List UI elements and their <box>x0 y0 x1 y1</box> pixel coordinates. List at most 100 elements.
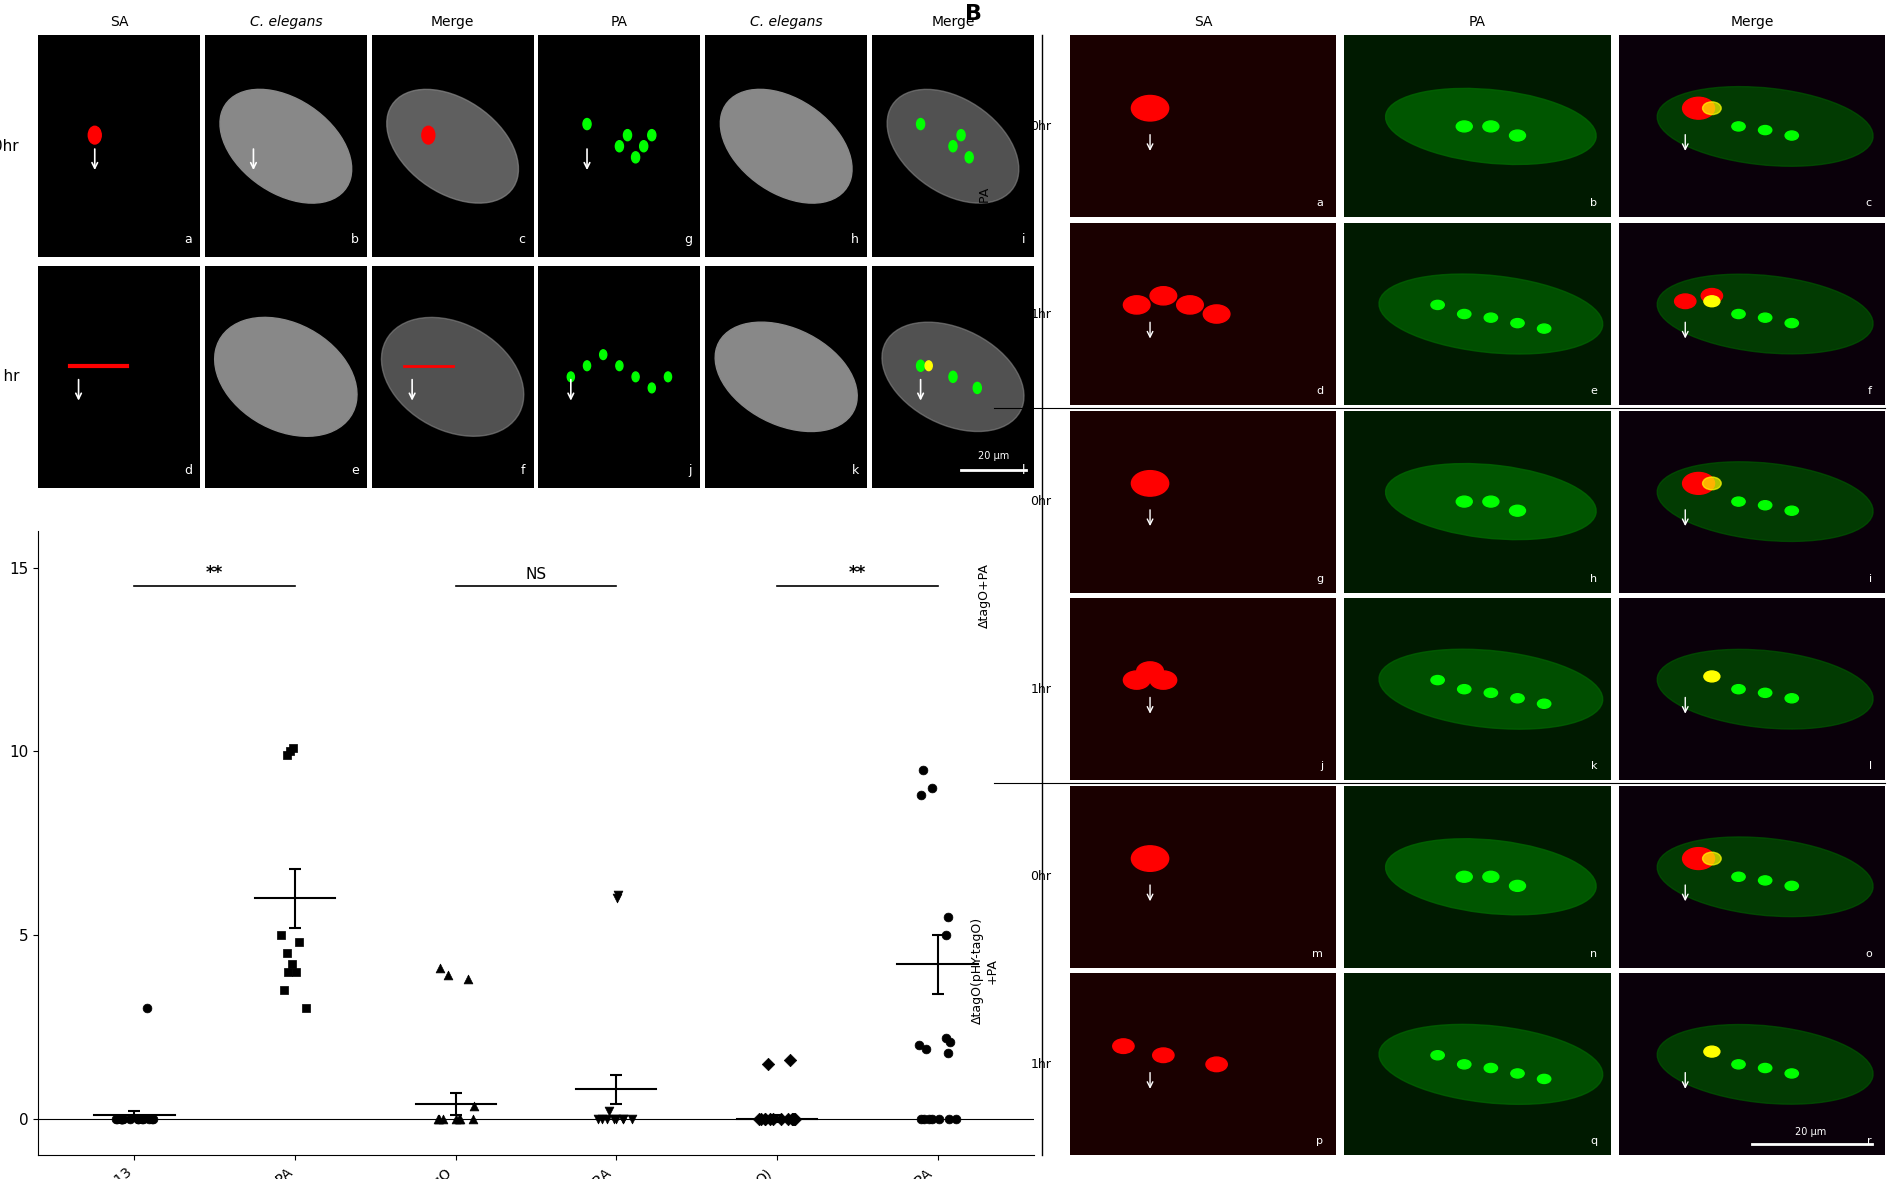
Point <box>137 1109 168 1128</box>
Ellipse shape <box>1656 650 1874 729</box>
Point <box>602 889 632 908</box>
Ellipse shape <box>1386 838 1596 915</box>
Circle shape <box>958 130 965 140</box>
Text: k: k <box>1592 762 1597 771</box>
Point <box>908 1109 939 1128</box>
Point <box>910 1040 941 1059</box>
Ellipse shape <box>1656 86 1874 166</box>
Ellipse shape <box>716 322 857 432</box>
Point <box>107 1109 137 1128</box>
Point <box>272 962 303 981</box>
Circle shape <box>1510 130 1525 141</box>
Point <box>131 999 162 1017</box>
Point <box>777 1109 807 1128</box>
Point <box>114 1109 145 1128</box>
Circle shape <box>1483 871 1498 882</box>
Circle shape <box>1512 318 1525 328</box>
Circle shape <box>1759 1063 1773 1073</box>
Circle shape <box>965 152 973 163</box>
Circle shape <box>1759 314 1773 322</box>
Text: 1 hr: 1 hr <box>0 369 19 384</box>
Point <box>918 1109 948 1128</box>
Circle shape <box>1683 848 1714 869</box>
Ellipse shape <box>1378 1025 1603 1105</box>
Text: SA: SA <box>1194 15 1213 29</box>
Circle shape <box>1123 296 1150 314</box>
Circle shape <box>973 382 981 394</box>
Text: NS: NS <box>526 567 546 582</box>
Point <box>280 962 310 981</box>
Circle shape <box>1432 301 1445 309</box>
Circle shape <box>948 371 958 382</box>
Circle shape <box>600 350 607 360</box>
Text: o: o <box>1864 949 1872 959</box>
Circle shape <box>1537 324 1550 334</box>
Text: SA: SA <box>110 15 128 29</box>
Circle shape <box>1483 121 1498 132</box>
Circle shape <box>1702 477 1721 489</box>
Ellipse shape <box>720 90 853 203</box>
Circle shape <box>1733 1060 1746 1069</box>
Circle shape <box>1702 852 1721 865</box>
Point <box>914 1109 944 1128</box>
Circle shape <box>1786 506 1799 515</box>
Ellipse shape <box>387 90 518 203</box>
Circle shape <box>1131 95 1169 121</box>
Circle shape <box>1704 671 1719 681</box>
Ellipse shape <box>1656 462 1874 541</box>
Text: r: r <box>1868 1137 1872 1146</box>
Circle shape <box>1457 871 1472 882</box>
Circle shape <box>1683 473 1714 494</box>
Text: Merge: Merge <box>430 15 474 29</box>
Ellipse shape <box>882 322 1024 432</box>
Circle shape <box>664 371 672 382</box>
Circle shape <box>1432 676 1445 685</box>
Point <box>291 999 322 1017</box>
Text: PA: PA <box>1470 15 1485 29</box>
Point <box>107 1109 137 1128</box>
Text: f: f <box>1868 386 1872 396</box>
Text: a: a <box>185 233 192 246</box>
Circle shape <box>1510 506 1525 516</box>
Point <box>109 1109 139 1128</box>
Point <box>107 1109 137 1128</box>
Circle shape <box>632 152 640 163</box>
Point <box>268 981 299 1000</box>
Point <box>935 1032 965 1050</box>
Text: 0hr: 0hr <box>1030 495 1051 508</box>
Point <box>902 1036 933 1055</box>
Text: d: d <box>185 463 192 476</box>
Ellipse shape <box>887 90 1019 203</box>
Circle shape <box>632 371 640 382</box>
Circle shape <box>615 140 623 152</box>
Circle shape <box>1510 881 1525 891</box>
Text: i: i <box>1022 233 1026 246</box>
Text: g: g <box>684 233 693 246</box>
Circle shape <box>1131 470 1169 496</box>
Text: g: g <box>1316 573 1323 584</box>
Circle shape <box>623 130 632 140</box>
Text: 1hr: 1hr <box>1030 1058 1051 1071</box>
Ellipse shape <box>1656 275 1874 354</box>
Point <box>267 926 297 944</box>
Ellipse shape <box>1378 274 1603 354</box>
Circle shape <box>1786 693 1799 703</box>
Text: 0hr: 0hr <box>1030 120 1051 133</box>
Ellipse shape <box>1386 463 1596 540</box>
Circle shape <box>88 126 101 144</box>
Point <box>107 1109 137 1128</box>
Circle shape <box>1483 496 1498 507</box>
Point <box>773 1109 803 1128</box>
Point <box>923 1109 954 1128</box>
Circle shape <box>1512 693 1525 703</box>
Point <box>442 1109 472 1128</box>
Point <box>918 778 948 797</box>
Text: 0hr: 0hr <box>1030 870 1051 883</box>
Text: m: m <box>1312 949 1323 959</box>
Circle shape <box>583 119 590 130</box>
Circle shape <box>1458 309 1472 318</box>
Ellipse shape <box>381 317 524 436</box>
Circle shape <box>640 140 647 152</box>
Point <box>278 955 308 974</box>
Circle shape <box>567 371 575 382</box>
